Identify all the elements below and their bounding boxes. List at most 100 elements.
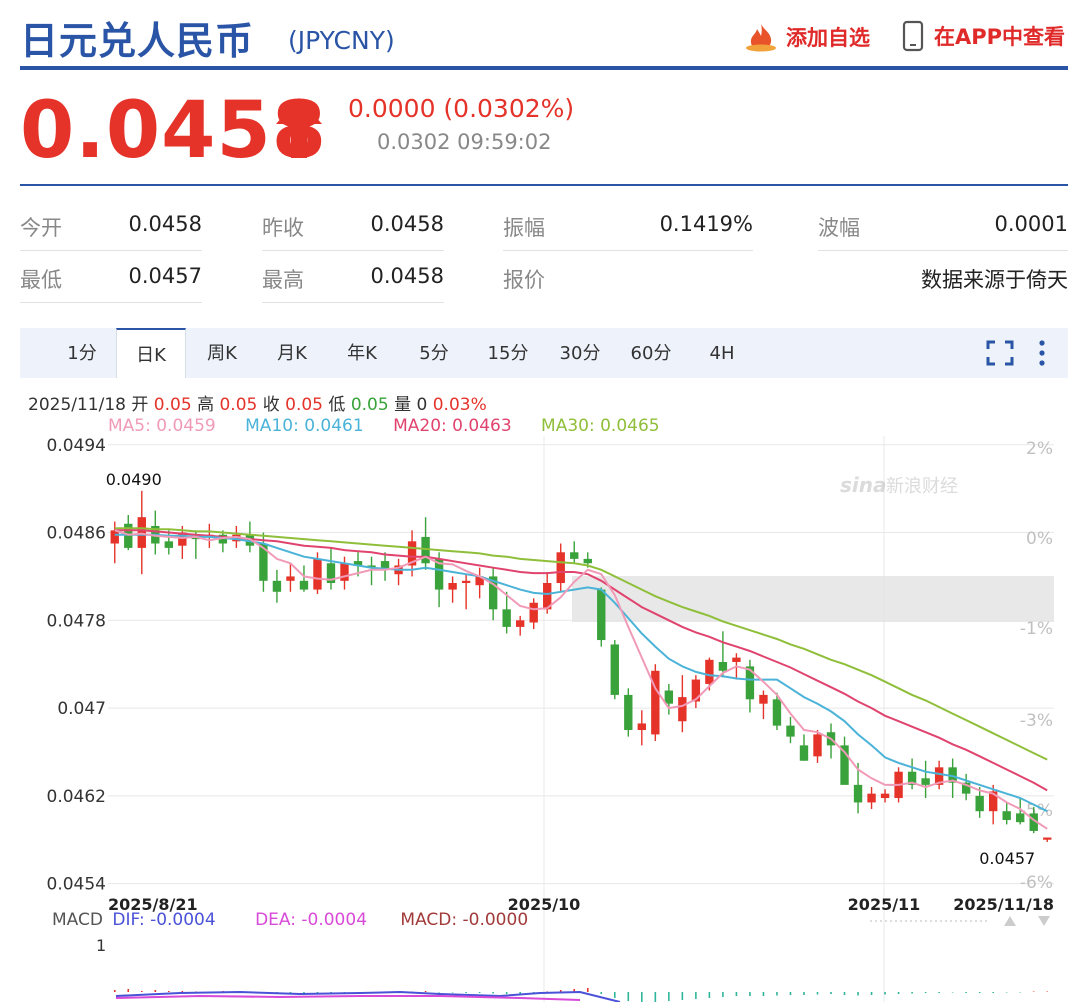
ohlc-open-label: 开 bbox=[131, 395, 149, 415]
stat-value-prev-close: 0.0458 bbox=[370, 212, 444, 236]
candle-body bbox=[880, 793, 890, 799]
stat-divider bbox=[818, 250, 1068, 251]
ma30-line bbox=[114, 527, 1048, 761]
candle-body bbox=[813, 734, 822, 757]
svg-text:新浪财经: 新浪财经 bbox=[886, 476, 958, 497]
x-tick-label: 2025/11/18 bbox=[953, 895, 1054, 914]
candle-body bbox=[664, 690, 674, 704]
current-price: 0.0458 bbox=[20, 86, 327, 176]
ma5-line bbox=[114, 529, 1048, 830]
ohlc-low: 0.05 bbox=[350, 395, 389, 415]
candle-body bbox=[678, 697, 687, 722]
pct-tick-label: -6% bbox=[1020, 873, 1053, 893]
stat-label-high: 最高 bbox=[262, 268, 304, 292]
candle-body bbox=[218, 534, 228, 544]
ma20-legend: MA20: 0.0463 bbox=[393, 416, 512, 436]
tab-daily[interactable]: 日K bbox=[116, 328, 186, 378]
highlight-band bbox=[572, 576, 1054, 622]
stat-divider bbox=[262, 250, 444, 251]
scroll-arrows[interactable] bbox=[870, 916, 1050, 926]
add-favorite-button[interactable]: 添加自选 bbox=[744, 22, 870, 52]
price-divider bbox=[20, 184, 1068, 186]
candle-body bbox=[313, 558, 322, 590]
stat-label-amplitude: 振幅 bbox=[503, 216, 545, 240]
candle-body bbox=[502, 609, 511, 627]
candle-body bbox=[137, 517, 146, 548]
candle-body bbox=[610, 644, 619, 695]
y-tick-label: 0.0462 bbox=[47, 787, 106, 807]
more-vertical-icon[interactable] bbox=[1036, 338, 1048, 368]
ohlc-volume-label: 量 bbox=[394, 395, 412, 415]
candle-body bbox=[948, 767, 957, 783]
x-tick-label: 2025/10 bbox=[508, 895, 581, 914]
pct-tick-label: -1% bbox=[1020, 619, 1053, 639]
svg-text:sina: sina bbox=[840, 473, 887, 497]
dea-value: DEA: -0.0004 bbox=[255, 910, 368, 930]
candle-body bbox=[570, 552, 579, 559]
candle-body bbox=[259, 543, 268, 581]
candle-body bbox=[759, 694, 768, 704]
candle-body bbox=[164, 541, 174, 548]
ohlc-high: 0.05 bbox=[219, 395, 258, 415]
view-in-app-button[interactable]: 在APP中查看 bbox=[902, 20, 1065, 52]
ohlc-close-label: 收 bbox=[262, 395, 280, 415]
tab-yearly[interactable]: 年K bbox=[347, 343, 377, 364]
y-tick-label: 0.0478 bbox=[47, 611, 106, 631]
tab-30min[interactable]: 30分 bbox=[559, 343, 601, 364]
ma30-legend: MA30: 0.0465 bbox=[541, 416, 660, 436]
candle-body bbox=[1029, 813, 1038, 831]
tab-1min[interactable]: 1分 bbox=[67, 343, 97, 364]
ohlc-high-label: 高 bbox=[197, 395, 215, 415]
x-tick-label: 2025/11 bbox=[848, 895, 921, 914]
fullscreen-icon[interactable] bbox=[986, 340, 1014, 366]
scroll-right-icon[interactable] bbox=[1038, 916, 1050, 926]
tab-60min[interactable]: 60分 bbox=[630, 343, 672, 364]
tab-15min[interactable]: 15分 bbox=[487, 343, 529, 364]
tab-5min[interactable]: 5分 bbox=[419, 343, 449, 364]
dea-line bbox=[115, 994, 581, 1001]
candle-body bbox=[272, 580, 282, 592]
candle-body bbox=[732, 657, 741, 662]
candle-body bbox=[1016, 813, 1025, 823]
candle-body bbox=[961, 782, 971, 794]
title-divider bbox=[20, 66, 1068, 70]
tab-weekly[interactable]: 周K bbox=[207, 343, 237, 364]
data-source: 数据来源于倚天 bbox=[921, 268, 1068, 292]
tab-monthly[interactable]: 月K bbox=[277, 343, 307, 364]
macd-legend: MACD DIF: -0.0004 DEA: -0.0004 MACD: -0.… bbox=[52, 910, 528, 930]
ohlc-volume: 0 bbox=[416, 395, 428, 415]
tab-4h[interactable]: 4H bbox=[709, 343, 735, 364]
ma-legend: MA5: 0.0459 MA10: 0.0461 MA20: 0.0463 MA… bbox=[108, 416, 660, 436]
candle-body bbox=[597, 589, 606, 641]
candle-body bbox=[488, 576, 498, 610]
pct-tick-label: 0% bbox=[1026, 529, 1053, 549]
dif-line bbox=[115, 990, 621, 1002]
candle-body bbox=[124, 523, 133, 548]
watermark: sina 新浪财经 bbox=[840, 473, 958, 497]
candle-body bbox=[786, 725, 795, 737]
candle-body bbox=[840, 745, 849, 785]
period-tabs: 1分 日K 周K 月K 年K 5分 15分 30分 60分 4H bbox=[20, 328, 1068, 378]
candle-body bbox=[461, 580, 471, 584]
kline-chart[interactable]: sina 新浪财经 0.0494 0.0486 0.0478 0.047 0.0462 0… bbox=[0, 436, 1080, 1002]
candle-body bbox=[718, 662, 728, 671]
candle-body bbox=[286, 576, 295, 581]
stat-value-open: 0.0458 bbox=[128, 212, 202, 236]
candle-body bbox=[691, 679, 701, 702]
update-time: 0.0302 09:59:02 bbox=[377, 130, 552, 154]
candle-body bbox=[705, 659, 714, 684]
phone-icon bbox=[902, 20, 924, 52]
candle-body bbox=[434, 558, 444, 590]
candle-body bbox=[907, 771, 917, 785]
flame-icon bbox=[746, 24, 776, 52]
scroll-left-icon[interactable] bbox=[1004, 916, 1016, 926]
y-tick-label: 0.0494 bbox=[47, 436, 106, 456]
ohlc-date: 2025/11/18 bbox=[28, 395, 126, 415]
macd-axis-top: 1 bbox=[96, 936, 107, 955]
candle-body bbox=[340, 563, 349, 581]
view-in-app-label: 在APP中查看 bbox=[934, 25, 1066, 49]
symbol-code: (JPYCNY) bbox=[288, 26, 395, 55]
stat-label-quote: 报价 bbox=[503, 268, 545, 292]
stat-value-amplitude: 0.1419% bbox=[659, 212, 753, 236]
candle-body bbox=[529, 602, 538, 623]
